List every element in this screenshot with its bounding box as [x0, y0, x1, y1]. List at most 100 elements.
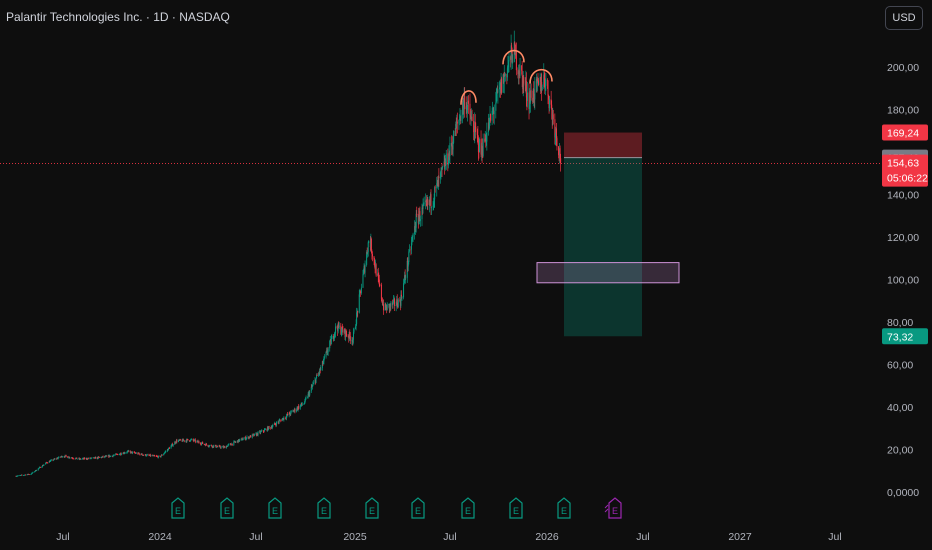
- candle: [370, 237, 372, 254]
- candle: [452, 134, 454, 157]
- earnings-marker-icon[interactable]: E: [509, 497, 523, 519]
- earnings-marker-label: E: [175, 506, 181, 516]
- candle: [367, 241, 369, 257]
- earnings-marker-icon[interactable]: E: [411, 497, 425, 519]
- candle: [189, 440, 191, 443]
- candle: [227, 444, 229, 447]
- candle: [407, 260, 409, 272]
- candle: [34, 471, 36, 473]
- candle: [380, 282, 382, 302]
- candle: [304, 398, 306, 404]
- candle: [157, 455, 159, 459]
- earnings-marker-icon[interactable]: E: [171, 497, 185, 519]
- candle: [196, 440, 198, 443]
- candle: [484, 130, 486, 142]
- candle: [68, 456, 70, 459]
- currency-button[interactable]: USD: [885, 6, 923, 30]
- candle: [351, 337, 353, 346]
- candle: [264, 428, 266, 430]
- candle: [425, 199, 427, 206]
- candle: [504, 73, 506, 82]
- candle: [36, 469, 38, 472]
- chart-title: Palantir Technologies Inc. · 1D · NASDAQ: [6, 10, 230, 24]
- candle: [50, 459, 52, 462]
- drawings-layer[interactable]: [0, 49, 880, 337]
- candle: [236, 440, 238, 443]
- candle: [449, 136, 451, 164]
- candle: [378, 272, 380, 284]
- candle: [519, 64, 521, 79]
- candle: [42, 464, 44, 466]
- candle: [522, 71, 524, 97]
- candle: [16, 475, 18, 477]
- candle: [290, 410, 292, 414]
- earnings-marker-icon[interactable]: E: [365, 497, 379, 519]
- candle: [364, 260, 366, 278]
- candle: [118, 453, 120, 456]
- candle: [436, 176, 438, 197]
- candle: [156, 455, 158, 457]
- candle: [441, 163, 443, 178]
- earnings-marker-icon[interactable]: E: [268, 497, 282, 519]
- stop-loss-zone[interactable]: [564, 132, 642, 158]
- candle: [89, 457, 91, 460]
- earnings-marker-icon[interactable]: E: [317, 497, 331, 519]
- candle: [270, 426, 272, 430]
- candle: [26, 474, 28, 476]
- earnings-marker-icon[interactable]: E: [604, 497, 622, 519]
- candle: [34, 470, 36, 473]
- candle: [38, 468, 40, 470]
- candle: [422, 204, 424, 215]
- price-axis[interactable]: 0,0000 20,00 40,00 60,00 80,00 100,00 120,00 14…: [887, 62, 919, 499]
- candle: [356, 307, 358, 326]
- candle: [492, 106, 494, 115]
- candle: [389, 302, 391, 313]
- candle: [374, 257, 376, 268]
- candle: [500, 72, 502, 95]
- candle: [423, 203, 425, 207]
- candle: [89, 457, 91, 459]
- candle: [20, 474, 22, 476]
- candle: [507, 55, 509, 73]
- candle: [238, 439, 240, 443]
- candle: [131, 451, 133, 453]
- candle: [482, 146, 484, 158]
- candle: [322, 360, 324, 367]
- candle: [310, 383, 312, 393]
- candle: [320, 364, 322, 371]
- candle: [403, 278, 405, 300]
- candle: [400, 290, 402, 300]
- candle: [534, 77, 536, 110]
- candle: [490, 113, 492, 123]
- pattern-arc-2[interactable]: [529, 68, 553, 84]
- candle: [550, 90, 552, 109]
- candle: [226, 445, 228, 447]
- pattern-arc-1[interactable]: [502, 49, 525, 65]
- candle: [161, 454, 163, 456]
- candle: [547, 80, 549, 105]
- candle: [212, 445, 214, 449]
- candle: [57, 457, 59, 460]
- pattern-arc-0[interactable]: [460, 90, 477, 105]
- take-profit-zone[interactable]: [564, 157, 642, 337]
- candle: [506, 65, 508, 81]
- candle: [143, 454, 145, 456]
- candle: [157, 455, 159, 459]
- support-zone-rectangle[interactable]: [536, 262, 680, 284]
- candle: [131, 451, 133, 454]
- candle: [27, 473, 29, 475]
- candle: [469, 93, 471, 125]
- candle: [362, 268, 364, 276]
- candle: [459, 115, 461, 125]
- candle: [497, 81, 499, 104]
- candle: [555, 126, 557, 145]
- candle: [86, 457, 88, 460]
- earnings-marker-icon[interactable]: E: [220, 497, 234, 519]
- candle: [532, 88, 534, 107]
- candle: [249, 436, 251, 439]
- time-axis[interactable]: Jul 2024 Jul 2025 Jul 2026 Jul 2027 Jul: [56, 531, 841, 543]
- earnings-marker-icon[interactable]: E: [461, 497, 475, 519]
- earnings-marker-icon[interactable]: E: [557, 497, 571, 519]
